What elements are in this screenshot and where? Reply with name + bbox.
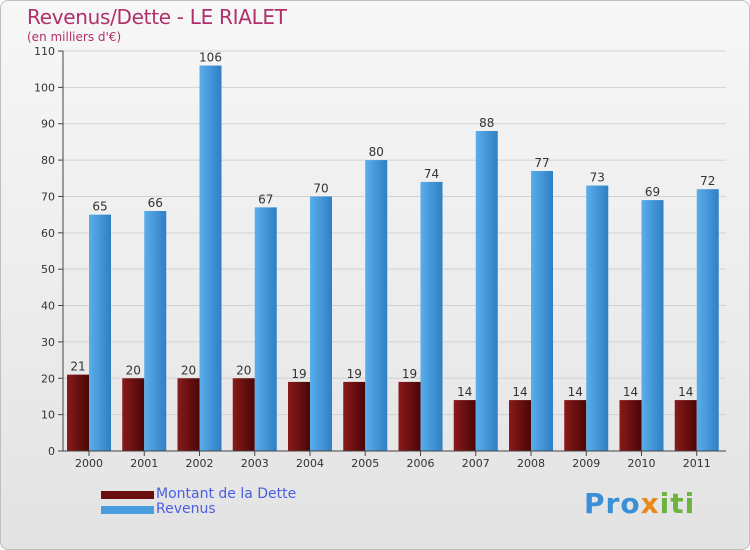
bar-revenus-2006	[420, 181, 443, 451]
y-tick-label: 0	[48, 445, 55, 458]
bar-revenus-2011	[696, 189, 719, 451]
y-tick-label: 90	[41, 118, 55, 131]
x-tick-label-2003: 2003	[241, 457, 269, 470]
data-label-debt-2002: 20	[181, 363, 196, 377]
bar-debt-2010	[619, 400, 642, 451]
data-label-revenus-2003: 67	[258, 192, 273, 206]
data-label-revenus-2000: 65	[92, 200, 107, 214]
data-label-revenus-2001: 66	[148, 196, 163, 210]
data-label-debt-2006: 19	[402, 367, 417, 381]
data-label-revenus-2008: 77	[534, 156, 549, 170]
bar-revenus-2004	[310, 196, 332, 451]
bar-revenus-2001	[144, 211, 167, 451]
data-label-revenus-2011: 72	[700, 174, 715, 188]
y-tick-label: 30	[41, 336, 55, 349]
y-tick-label: 10	[41, 409, 55, 422]
bar-debt-2007	[453, 400, 476, 451]
y-tick-label: 50	[41, 263, 55, 276]
bar-debt-2011	[674, 400, 697, 451]
data-label-debt-2011: 14	[678, 385, 693, 399]
bar-debt-2000	[67, 374, 89, 451]
chart-title: Revenus/Dette - LE RIALET	[27, 5, 287, 29]
x-tick-label-2004: 2004	[296, 457, 324, 470]
bar-debt-2009	[564, 400, 587, 451]
bar-debt-2006	[398, 381, 421, 451]
y-tick-label: 20	[41, 372, 55, 385]
y-tick-label: 70	[41, 190, 55, 203]
data-label-revenus-2010: 69	[645, 185, 660, 199]
x-tick-label-2010: 2010	[628, 457, 656, 470]
data-label-revenus-2005: 80	[369, 145, 384, 159]
legend-swatch-revenus	[101, 506, 154, 514]
data-label-revenus-2006: 74	[424, 167, 439, 181]
proxiti-logo: Proxiti	[584, 487, 696, 520]
bar-revenus-2009	[586, 185, 609, 451]
data-label-debt-2001: 20	[126, 363, 141, 377]
data-label-debt-2009: 14	[568, 385, 583, 399]
x-tick-label-2009: 2009	[572, 457, 600, 470]
legend-swatch-dette	[101, 491, 154, 499]
x-tick-label-2005: 2005	[351, 457, 379, 470]
bar-revenus-2003	[254, 207, 277, 451]
bar-debt-2008	[509, 400, 531, 451]
data-label-debt-2007: 14	[457, 385, 472, 399]
bar-debt-2004	[288, 381, 310, 451]
x-tick-label-2006: 2006	[407, 457, 435, 470]
bar-revenus-2007	[475, 131, 498, 451]
y-tick-label: 110	[34, 45, 55, 58]
x-tick-label-2007: 2007	[462, 457, 490, 470]
data-label-debt-2010: 14	[623, 385, 638, 399]
bar-debt-2002	[177, 378, 200, 451]
data-label-debt-2008: 14	[512, 385, 527, 399]
data-label-revenus-2002: 106	[199, 51, 222, 65]
data-label-revenus-2004: 70	[313, 181, 328, 195]
data-label-revenus-2007: 88	[479, 116, 494, 130]
data-label-debt-2004: 19	[291, 367, 306, 381]
bar-revenus-2010	[641, 200, 664, 451]
x-tick-label-2002: 2002	[186, 457, 214, 470]
x-tick-label-2000: 2000	[75, 457, 103, 470]
data-label-debt-2005: 19	[347, 367, 362, 381]
legend-label-dette: Montant de la Dette	[156, 486, 297, 502]
y-tick-label: 80	[41, 154, 55, 167]
bar-debt-2005	[343, 381, 366, 451]
bar-revenus-2002	[199, 65, 222, 451]
y-tick-label: 40	[41, 300, 55, 313]
y-tick-label: 60	[41, 227, 55, 240]
bar-revenus-2008	[531, 171, 553, 451]
x-tick-label-2008: 2008	[517, 457, 545, 470]
x-tick-label-2001: 2001	[130, 457, 158, 470]
bar-revenus-2005	[365, 160, 388, 451]
legend-label-revenus: Revenus	[156, 501, 216, 517]
y-tick-label: 100	[34, 81, 55, 94]
bar-debt-2001	[122, 378, 145, 451]
bar-revenus-2000	[89, 214, 111, 451]
chart-subtitle: (en milliers d'€)	[27, 30, 122, 44]
data-label-debt-2000: 21	[70, 360, 85, 374]
bar-debt-2003	[232, 378, 255, 451]
data-label-debt-2003: 20	[236, 363, 251, 377]
x-tick-label-2011: 2011	[683, 457, 711, 470]
data-label-revenus-2009: 73	[590, 171, 605, 185]
